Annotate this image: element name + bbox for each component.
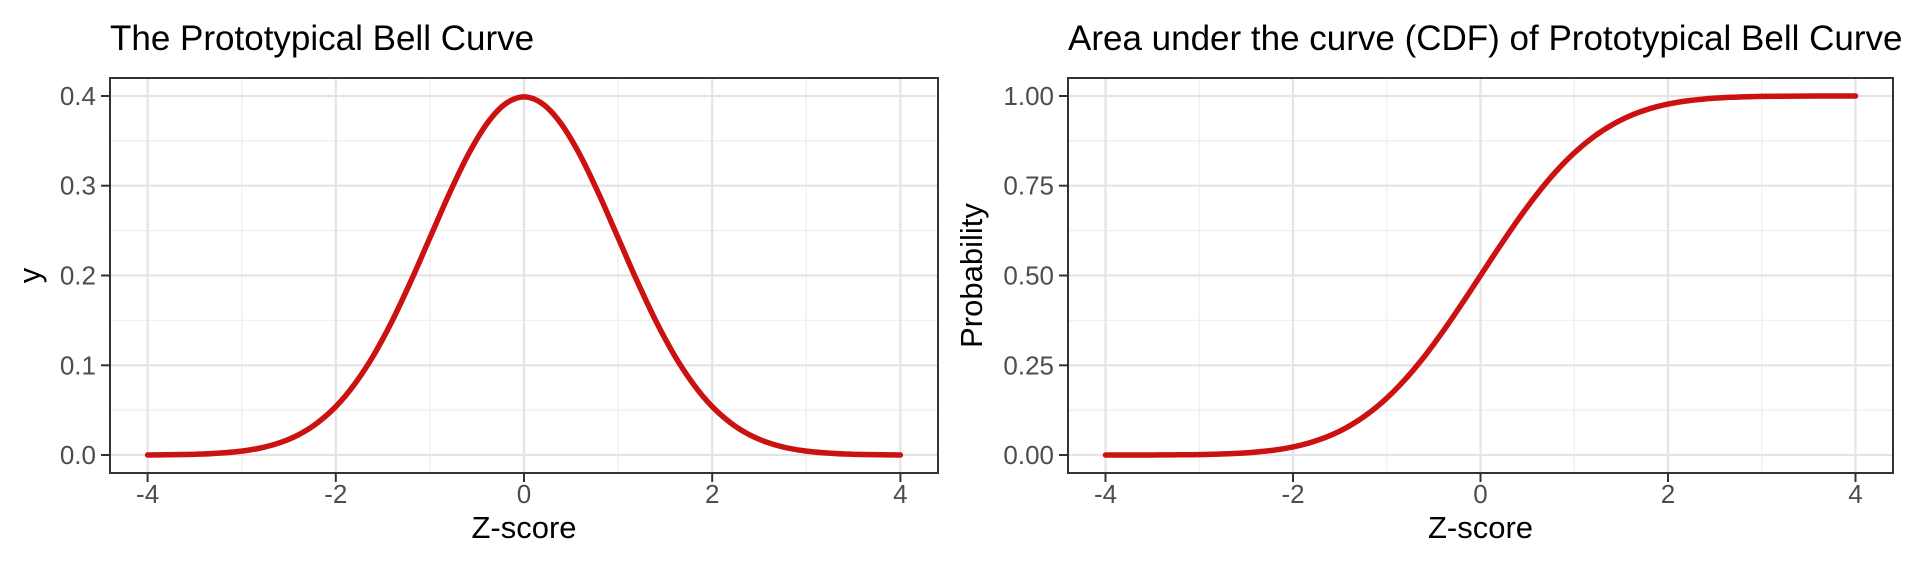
- y-tick-label: 0.00: [1003, 440, 1054, 470]
- chart-title: The Prototypical Bell Curve: [110, 19, 534, 58]
- y-axis-title: y: [12, 267, 47, 283]
- y-tick-label: 0.25: [1003, 350, 1054, 380]
- x-tick-label: 4: [893, 479, 907, 509]
- standard-normal-pdf-curve: [144, 94, 904, 458]
- y-tick-label: 1.00: [1003, 81, 1054, 111]
- y-axis-title: Probability: [960, 203, 989, 348]
- x-tick-label: 0: [1473, 479, 1487, 509]
- y-tick-label: 0.75: [1003, 171, 1054, 201]
- y-tick-label: 0.1: [60, 350, 96, 380]
- y-tick-label: 0.3: [60, 171, 96, 201]
- x-tick-label: -4: [136, 479, 159, 509]
- x-axis-title: Z-score: [471, 510, 576, 545]
- chart-bell-curve-pdf: -4 -2 0 2 4 0.0 0.1 0.2 0.3 0.4 Z-score y The Protot…: [12, 19, 939, 545]
- chart-title: Area under the curve (CDF) of Prototypic…: [1068, 19, 1903, 58]
- cdf-chart-svg: -4 -2 0 2 4 0.00 0.25 0.50 0.75 1.00 Z-score Probab…: [960, 0, 1920, 576]
- x-tick-label: 2: [705, 479, 719, 509]
- standard-normal-cdf-curve: [1102, 93, 1859, 458]
- y-tick-label: 0.4: [60, 81, 96, 111]
- chart-bell-curve-cdf: -4 -2 0 2 4 0.00 0.25 0.50 0.75 1.00 Z-score Probab…: [960, 0, 1920, 576]
- x-tick-label: -2: [1281, 479, 1304, 509]
- x-tick-label: 0: [517, 479, 531, 509]
- x-axis-title: Z-score: [1428, 510, 1533, 545]
- x-tick-label: -2: [324, 479, 347, 509]
- y-tick-label: 0.50: [1003, 261, 1054, 291]
- x-tick-label: 2: [1661, 479, 1675, 509]
- pdf-chart-svg: -4 -2 0 2 4 0.0 0.1 0.2 0.3 0.4 Z-score y The Protot…: [12, 19, 939, 545]
- y-tick-label: 0.2: [60, 261, 96, 291]
- y-tick-label: 0.0: [60, 440, 96, 470]
- x-tick-label: 4: [1848, 479, 1862, 509]
- x-tick-label: -4: [1094, 479, 1117, 509]
